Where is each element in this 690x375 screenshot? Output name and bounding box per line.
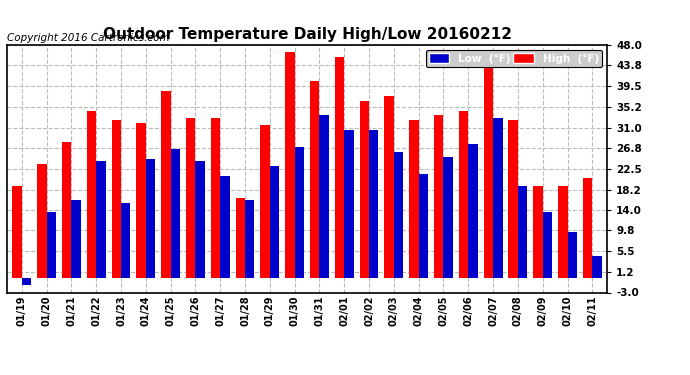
- Bar: [71, 200, 81, 278]
- Bar: [186, 118, 195, 278]
- Bar: [359, 101, 369, 278]
- Bar: [558, 186, 567, 278]
- Bar: [434, 116, 444, 278]
- Bar: [245, 200, 255, 278]
- Bar: [484, 55, 493, 278]
- Bar: [310, 81, 319, 278]
- Bar: [469, 144, 477, 278]
- Bar: [37, 164, 47, 278]
- Bar: [344, 130, 354, 278]
- Bar: [285, 52, 295, 278]
- Bar: [409, 120, 419, 278]
- Bar: [419, 174, 428, 278]
- Bar: [211, 118, 220, 278]
- Bar: [62, 142, 71, 278]
- Bar: [137, 123, 146, 278]
- Bar: [592, 256, 602, 278]
- Bar: [195, 162, 205, 278]
- Bar: [394, 152, 403, 278]
- Bar: [567, 232, 577, 278]
- Bar: [583, 178, 592, 278]
- Bar: [22, 278, 31, 285]
- Bar: [220, 176, 230, 278]
- Bar: [12, 186, 22, 278]
- Text: Copyright 2016 Cartronics.com: Copyright 2016 Cartronics.com: [7, 33, 170, 42]
- Bar: [509, 120, 518, 278]
- Bar: [161, 91, 170, 278]
- Bar: [146, 159, 155, 278]
- Bar: [96, 162, 106, 278]
- Bar: [543, 212, 552, 278]
- Bar: [459, 111, 469, 278]
- Bar: [47, 212, 56, 278]
- Bar: [235, 198, 245, 278]
- Legend: Low  (°F), High  (°F): Low (°F), High (°F): [426, 50, 602, 67]
- Bar: [335, 57, 344, 278]
- Bar: [270, 166, 279, 278]
- Bar: [112, 120, 121, 278]
- Title: Outdoor Temperature Daily High/Low 20160212: Outdoor Temperature Daily High/Low 20160…: [103, 27, 511, 42]
- Bar: [369, 130, 379, 278]
- Bar: [319, 116, 329, 278]
- Bar: [384, 96, 394, 278]
- Bar: [444, 157, 453, 278]
- Bar: [295, 147, 304, 278]
- Bar: [493, 118, 502, 278]
- Bar: [260, 125, 270, 278]
- Bar: [121, 203, 130, 278]
- Bar: [170, 149, 180, 278]
- Bar: [87, 111, 96, 278]
- Bar: [518, 186, 527, 278]
- Bar: [533, 186, 543, 278]
